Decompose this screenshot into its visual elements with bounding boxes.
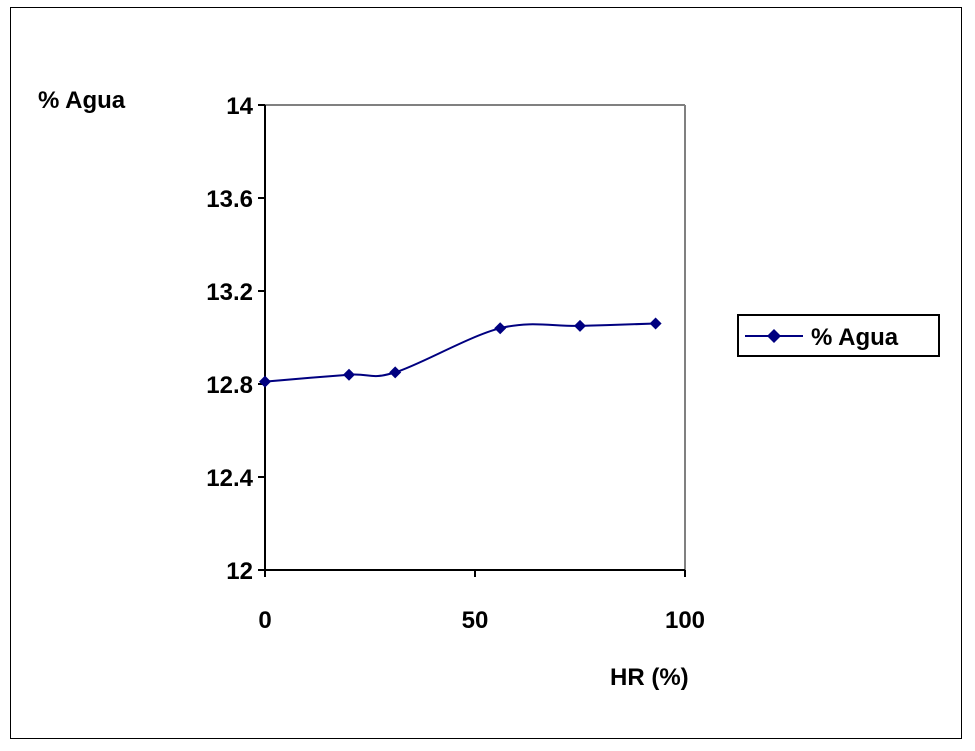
y-tick-label: 14 — [226, 93, 253, 120]
legend-label: % Agua — [811, 324, 899, 351]
x-axis-label: HR (%) — [610, 664, 689, 691]
x-tick-label: 0 — [258, 607, 271, 634]
y-tick-label: 12.4 — [206, 465, 253, 492]
y-tick-label: 13.2 — [206, 279, 253, 306]
y-axis-ticks: 12 12.4 12.8 13.2 13.6 14 — [206, 93, 265, 585]
series-layer — [259, 317, 662, 388]
data-point-marker — [494, 322, 507, 335]
data-point-marker — [259, 375, 271, 388]
legend: % Agua — [737, 314, 940, 357]
data-point-marker — [343, 368, 355, 381]
data-point-marker — [649, 317, 662, 330]
x-axis-ticks: 0 50 100 — [258, 570, 705, 634]
y-tick-label: 12 — [226, 558, 253, 585]
y-axis-label: % Agua — [38, 87, 126, 114]
y-tick-label: 12.8 — [206, 372, 253, 399]
x-tick-label: 50 — [462, 607, 489, 634]
data-point-marker — [389, 366, 402, 379]
y-tick-label: 13.6 — [206, 186, 253, 213]
x-tick-label: 100 — [665, 607, 705, 634]
legend-marker-diamond — [767, 329, 781, 343]
data-point-marker — [574, 319, 586, 332]
